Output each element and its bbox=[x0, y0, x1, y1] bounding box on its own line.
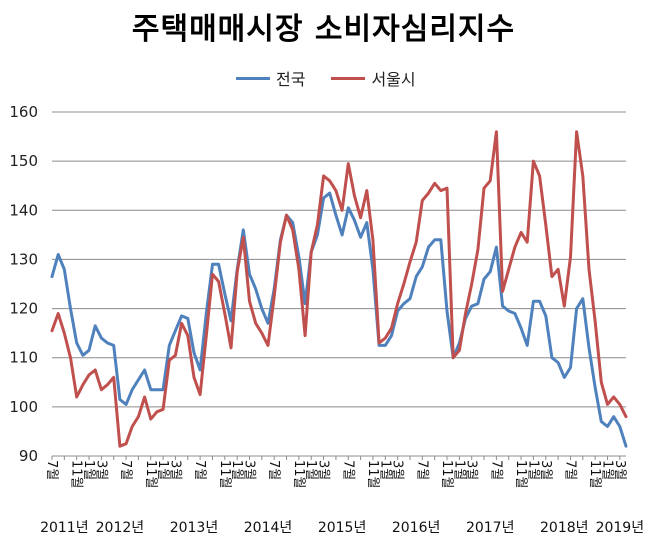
x-month-label: 1월 bbox=[303, 460, 318, 480]
x-month-label: 3월 bbox=[538, 460, 553, 480]
series-line-2 bbox=[50, 130, 628, 448]
x-month-label: 11월 bbox=[513, 460, 528, 489]
x-month-label: 1월 bbox=[525, 460, 540, 480]
x-month-label: 3월 bbox=[242, 460, 257, 480]
y-tick-label: 130 bbox=[9, 250, 38, 268]
legend: 전국 서울시 bbox=[236, 66, 442, 90]
y-tick-label: 110 bbox=[9, 349, 38, 367]
x-month-label: 7월 bbox=[118, 460, 133, 480]
x-month-label: 1월 bbox=[451, 460, 466, 480]
x-year-label: 2014년 bbox=[244, 520, 293, 536]
x-month-label: 7월 bbox=[266, 460, 281, 480]
x-month-label: 3월 bbox=[390, 460, 405, 480]
x-year-label: 2013년 bbox=[170, 520, 219, 536]
x-month-label: 1월 bbox=[599, 460, 614, 480]
legend-swatch-series-2 bbox=[331, 76, 366, 80]
x-month-label: 11월 bbox=[587, 460, 602, 489]
x-month-label: 7월 bbox=[192, 460, 207, 480]
x-month-label: 11월 bbox=[217, 460, 232, 489]
x-year-label: 2011년 bbox=[40, 520, 89, 536]
x-month-label: 3월 bbox=[612, 460, 627, 480]
series-line-1 bbox=[50, 191, 628, 448]
x-month-label: 11월 bbox=[365, 460, 380, 489]
x-month-label: 7월 bbox=[44, 460, 59, 480]
x-year-label: 2018년 bbox=[540, 520, 589, 536]
y-tick-label: 150 bbox=[9, 152, 38, 170]
x-year-label: 2012년 bbox=[96, 520, 145, 536]
x-month-label: 3월 bbox=[93, 460, 108, 480]
x-year-label: 2016년 bbox=[392, 520, 441, 536]
x-month-label: 11월 bbox=[291, 460, 306, 489]
y-tick-label: 140 bbox=[9, 201, 38, 219]
x-month-label: 7월 bbox=[562, 460, 577, 480]
x-month-label: 7월 bbox=[488, 460, 503, 480]
legend-item-series-2: 서울시 bbox=[331, 66, 416, 90]
legend-swatch-series-1 bbox=[236, 76, 270, 80]
legend-item-series-1: 전국 bbox=[236, 66, 305, 90]
y-tick-label: 120 bbox=[9, 300, 38, 318]
x-month-label: 11월 bbox=[143, 460, 158, 489]
y-tick-label: 160 bbox=[9, 103, 38, 121]
legend-label-series-1: 전국 bbox=[276, 70, 306, 89]
x-month-label: 3월 bbox=[167, 460, 182, 480]
x-month-label: 1월 bbox=[229, 460, 244, 480]
x-month-label: 3월 bbox=[316, 460, 331, 480]
x-month-label: 11월 bbox=[69, 460, 84, 489]
x-month-label: 1월 bbox=[81, 460, 96, 480]
x-month-label: 3월 bbox=[464, 460, 479, 480]
x-year-label: 2015년 bbox=[318, 520, 367, 536]
x-month-label: 7월 bbox=[414, 460, 429, 480]
y-tick-label: 90 bbox=[19, 447, 38, 465]
legend-label-series-2: 서울시 bbox=[371, 70, 416, 89]
chart-title: 주택매매시장 소비자심리지수 bbox=[131, 12, 516, 47]
x-month-label: 1월 bbox=[155, 460, 170, 480]
x-year-label: 2017년 bbox=[466, 520, 515, 536]
x-month-label: 11월 bbox=[439, 460, 454, 489]
x-month-label: 1월 bbox=[377, 460, 392, 480]
x-year-label: 2019년 bbox=[596, 520, 645, 536]
x-month-label: 7월 bbox=[340, 460, 355, 480]
y-tick-label: 100 bbox=[9, 398, 38, 416]
